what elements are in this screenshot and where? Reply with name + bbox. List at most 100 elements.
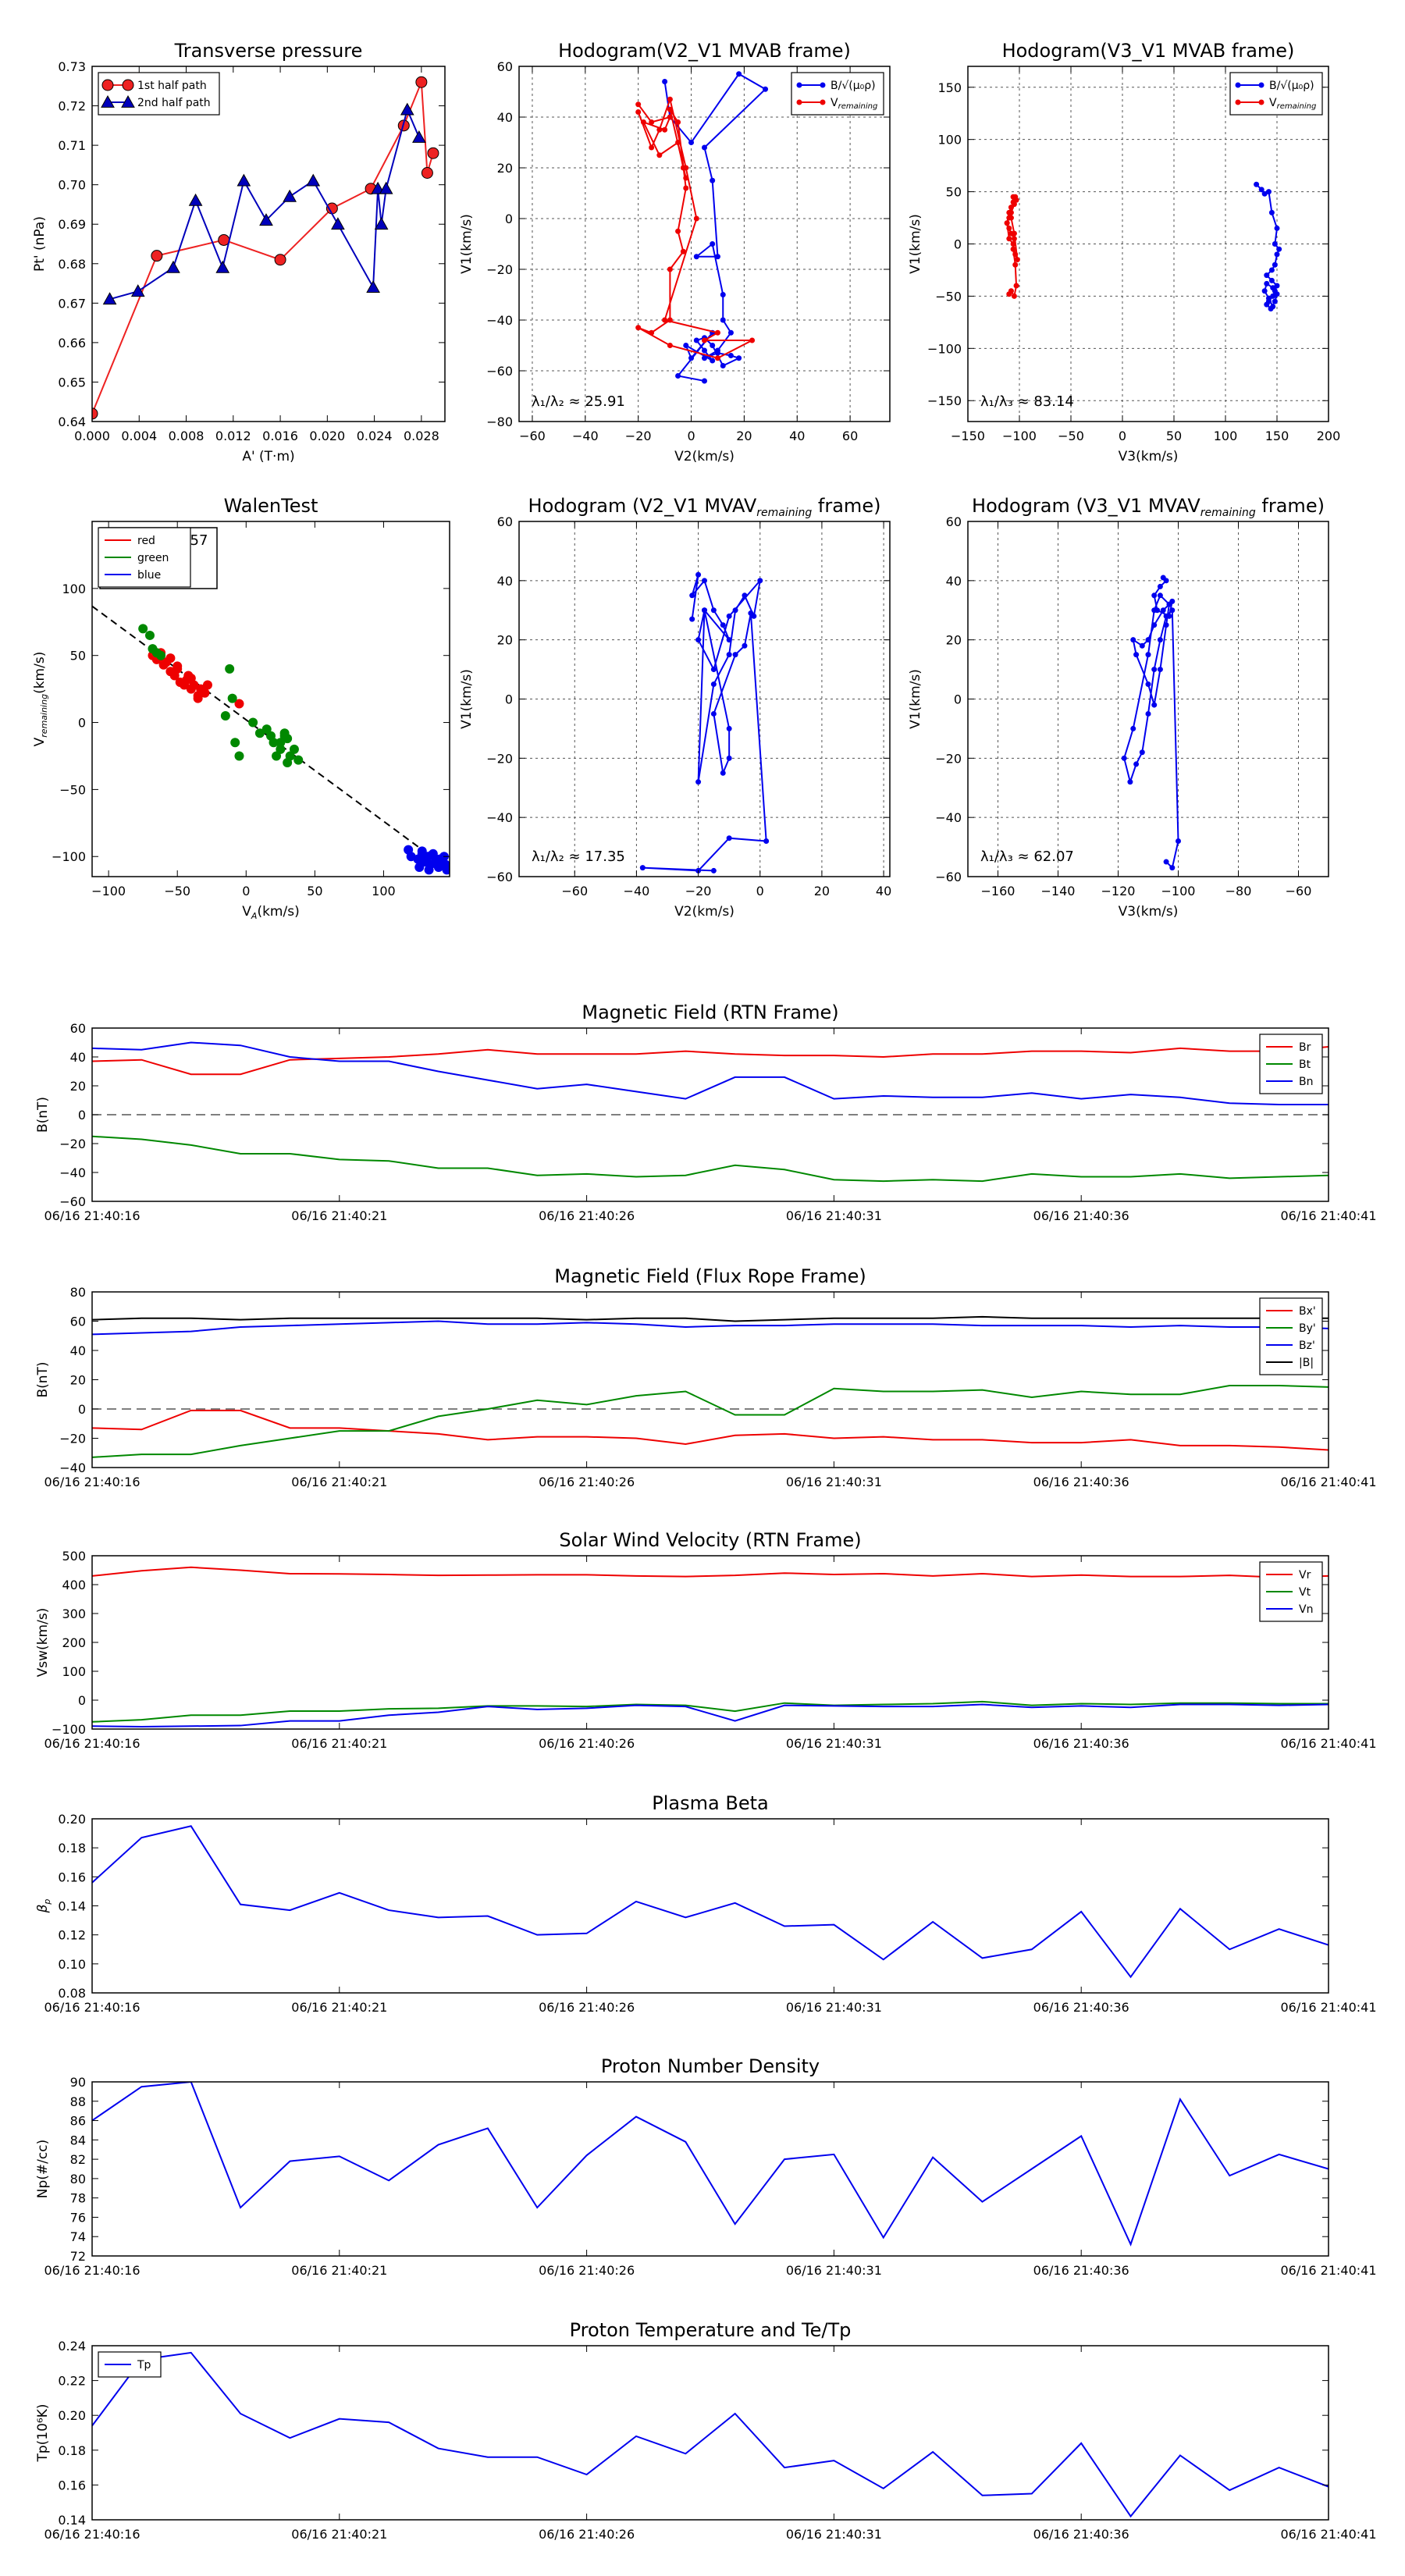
data-point: [1011, 293, 1017, 299]
chart-title: Magnetic Field (RTN Frame): [582, 1002, 838, 1023]
series-line-Np: [92, 2082, 1329, 2247]
data-point: [439, 861, 449, 871]
data-point: [1012, 262, 1019, 268]
series-line-Bt: [92, 1135, 1329, 1183]
data-point: [720, 292, 726, 297]
y-tick-label: 100: [62, 1664, 86, 1679]
x-tick-label: −100: [1161, 884, 1196, 898]
data-point: [193, 693, 203, 703]
x-tick-label: 06/16 21:40:41: [1280, 1736, 1376, 1751]
data-point: [689, 616, 695, 622]
data-point: [688, 140, 695, 145]
data-point: [1008, 288, 1014, 294]
x-tick-label: 06/16 21:40:41: [1280, 2527, 1376, 2542]
data-point: [166, 260, 180, 273]
data-point: [200, 688, 210, 698]
data-point: [689, 592, 695, 599]
y-tick-label: 76: [70, 2210, 86, 2225]
y-tick-label: −100: [52, 1722, 86, 1737]
y-tick-label: 0: [505, 212, 513, 226]
y-axis-label: V1(km/s): [459, 214, 475, 274]
legend-label: blue: [137, 569, 161, 582]
y-tick-label: 40: [497, 110, 513, 125]
y-tick-label: −80: [486, 415, 513, 429]
data-point: [1258, 187, 1264, 193]
y-tick-label: 0: [78, 1693, 86, 1708]
data-point: [1008, 209, 1014, 215]
x-tick-label: −140: [1041, 884, 1076, 898]
data-point: [1133, 761, 1140, 767]
y-tick-label: 0.16: [58, 1870, 86, 1884]
y-tick-label: 0.70: [58, 178, 86, 193]
legend-label: Vn: [1299, 1603, 1313, 1616]
x-tick-label: 50: [307, 884, 322, 898]
x-tick-label: −100: [91, 884, 126, 898]
y-tick-label: 0.22: [58, 2374, 86, 2389]
data-point: [693, 215, 699, 222]
x-tick-label: −150: [951, 429, 985, 443]
series-line-Bn: [92, 1041, 1329, 1106]
legend-label: green: [137, 552, 169, 564]
y-tick-label: 0: [78, 1402, 86, 1417]
x-tick-label: 06/16 21:40:16: [44, 1208, 140, 1223]
legend-label: red: [137, 535, 155, 547]
data-point: [1121, 755, 1127, 761]
legend-label: |B|: [1299, 1357, 1314, 1369]
x-tick-label: −50: [164, 884, 190, 898]
data-point: [1169, 865, 1176, 871]
data-point: [414, 862, 425, 872]
data-point: [1006, 236, 1012, 242]
legend-box: [1229, 72, 1323, 116]
data-point: [1163, 859, 1169, 865]
data-point: [726, 652, 732, 658]
x-tick-label: 06/16 21:40:16: [44, 2527, 140, 2542]
y-tick-label: 20: [70, 1079, 86, 1094]
y-tick-label: 88: [70, 2094, 86, 2109]
data-point: [92, 407, 98, 420]
y-tick-label: 0.20: [58, 2408, 86, 2423]
data-point: [683, 343, 689, 348]
y-tick-label: 0.18: [58, 2443, 86, 2458]
x-tick-label: 50: [1166, 429, 1182, 443]
x-tick-label: 06/16 21:40:41: [1280, 1208, 1376, 1223]
data-point: [276, 744, 286, 754]
x-tick-label: 100: [1214, 429, 1238, 443]
x-tick-label: −40: [624, 884, 650, 898]
plot-area: [1121, 575, 1181, 871]
data-point: [234, 699, 244, 709]
y-tick-label: −20: [935, 751, 962, 766]
data-point: [736, 355, 742, 361]
data-point: [1151, 702, 1158, 708]
data-point: [285, 751, 295, 761]
y-tick-label: 40: [946, 574, 962, 589]
data-point: [1014, 257, 1020, 263]
data-point: [702, 578, 707, 584]
x-axis-label: A' (T·m): [242, 449, 294, 464]
x-tick-label: −160: [981, 884, 1016, 898]
legend-marker: [1258, 99, 1264, 105]
data-point: [727, 353, 734, 358]
x-tick-label: 06/16 21:40:26: [539, 2527, 635, 2542]
y-tick-label: 0.14: [58, 1899, 86, 1914]
data-point: [400, 102, 414, 116]
data-point: [683, 175, 689, 181]
plot-area: [635, 71, 769, 384]
legend: Tp: [98, 2351, 162, 2378]
data-point: [1151, 607, 1158, 614]
plot-area: [92, 2082, 1329, 2247]
x-tick-label: 06/16 21:40:41: [1280, 2263, 1376, 2278]
y-tick-label: −50: [935, 289, 962, 304]
legend: Vr Vt Vn: [1259, 1561, 1323, 1622]
data-point: [254, 728, 265, 738]
data-point: [675, 119, 681, 125]
data-point: [1139, 749, 1145, 756]
legend: B/√(μ₀ρ)Vremaining: [791, 72, 884, 116]
x-axis-label: V2(km/s): [674, 904, 735, 920]
legend-marker: [122, 79, 134, 91]
x-tick-label: 06/16 21:40:31: [786, 2527, 882, 2542]
data-point: [151, 250, 163, 262]
y-tick-label: −40: [59, 1461, 86, 1475]
plot-area: [639, 571, 770, 873]
chart-tp: 0.000 0.004 0.008 0.012 0.016 0.020 0.024 0.028…: [32, 40, 446, 464]
chart-tp_temp: 06/16 21:40:16 06/16 21:40:21 06/16 21:40:…: [35, 2319, 1377, 2542]
